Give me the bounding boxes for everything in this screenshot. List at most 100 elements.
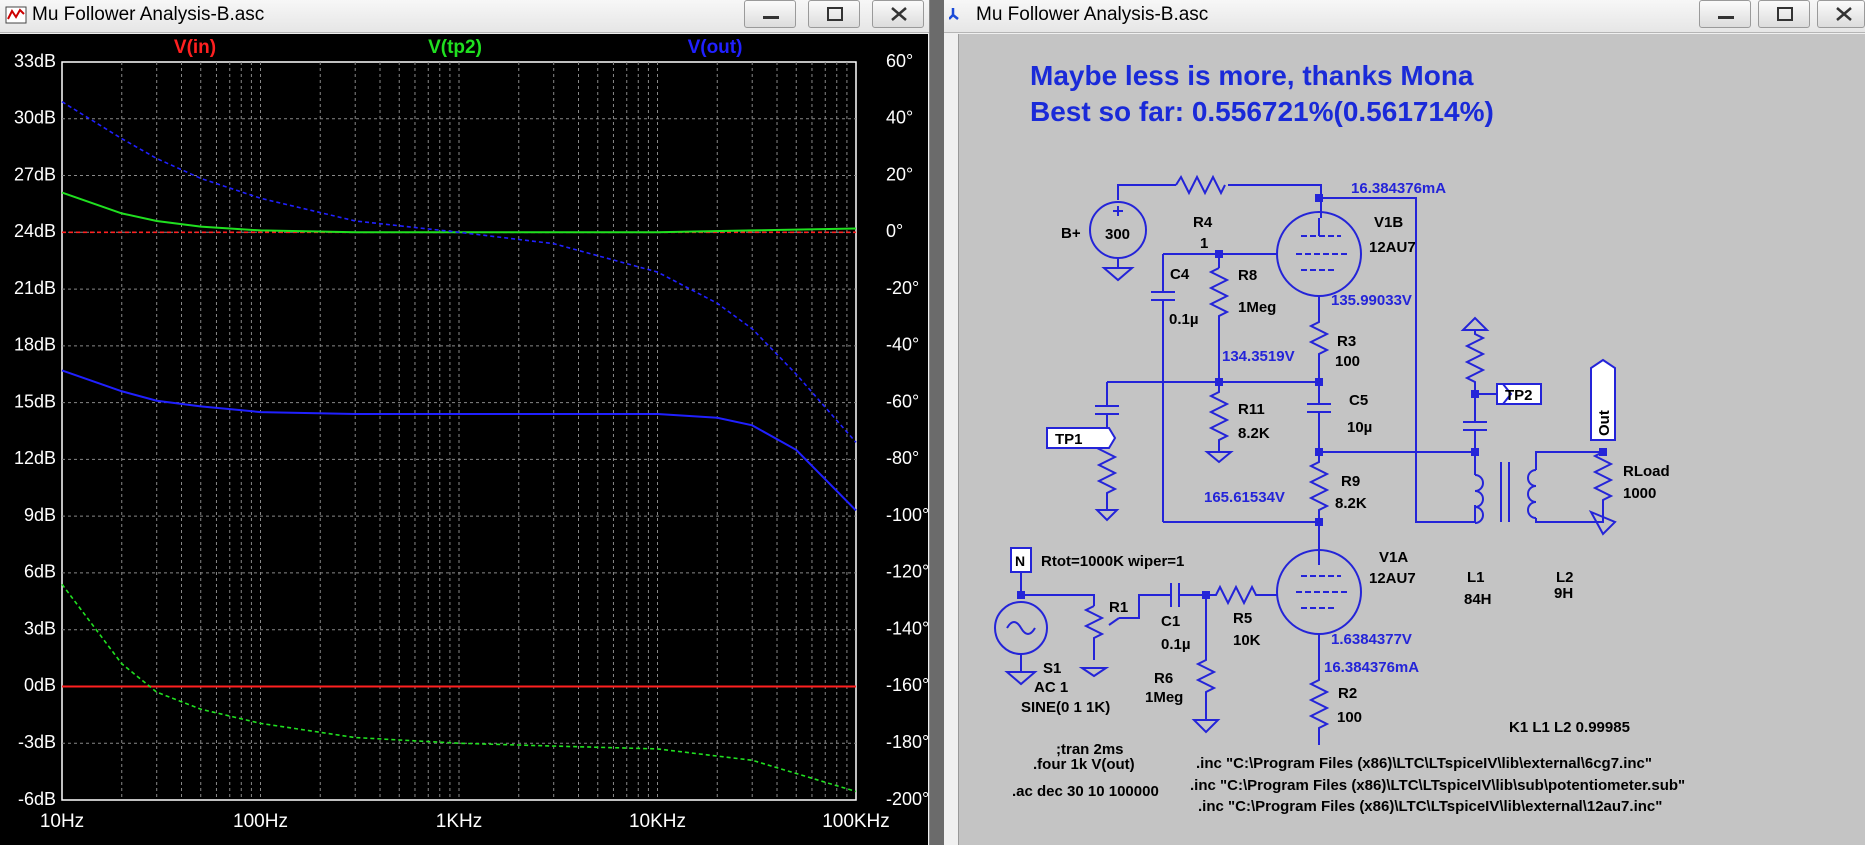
magnitude-curve-vtp2 [61, 191, 857, 234]
maximize-icon [1777, 7, 1793, 21]
bplus-label: B+ [1061, 225, 1081, 242]
annotation-v1638: 1.6384377V [1331, 631, 1412, 648]
r3-value: 100 [1335, 353, 1360, 370]
y-left-tick-label: 12dB [14, 448, 56, 468]
schematic-maximize-button[interactable] [1758, 0, 1810, 28]
schematic-window: Mu Follower Analysis-B.asc [944, 0, 1865, 845]
ac-directive: .ac dec 30 10 100000 [1012, 783, 1159, 800]
y-left-tick-label: -6dB [18, 789, 56, 809]
plus-icon [1113, 206, 1123, 216]
y-left-tick-label: 30dB [14, 108, 56, 128]
r5-label: R5 [1233, 610, 1252, 627]
y-left-tick-label: 0dB [24, 675, 56, 695]
r1-label: R1 [1109, 599, 1128, 616]
in-flag[interactable] [1010, 547, 1032, 573]
l2-value: 9H [1554, 585, 1573, 602]
y-right-tick-label: -100° [886, 505, 928, 525]
ground-icon [1004, 654, 1038, 686]
schematic-titlebar[interactable]: Mu Follower Analysis-B.asc [944, 0, 1865, 33]
junction [1215, 378, 1223, 386]
annotation-v134: 134.3519V [1222, 348, 1295, 365]
y-left-tick-label: 18dB [14, 335, 56, 355]
minimize-button[interactable] [744, 0, 796, 28]
x-tick-label: 100Hz [233, 811, 288, 832]
plot-ticks: 33dB 60° 30dB 40° 27dB 20° 24dB 0° 21dB -20° 18dB -… [14, 51, 928, 832]
s1-ac: AC 1 [1034, 679, 1068, 696]
junction [1599, 448, 1607, 456]
c5-value: 10µ [1347, 419, 1372, 436]
tp2-flag[interactable] [1496, 383, 1542, 405]
y-right-tick-label: -160° [886, 675, 928, 695]
junction [1215, 250, 1223, 258]
close-icon [891, 7, 907, 21]
plot-grid [61, 61, 857, 801]
close-icon [1836, 7, 1852, 21]
maximize-button[interactable] [808, 0, 860, 28]
schematic-heading-1: Maybe less is more, thanks Mona [1030, 60, 1474, 91]
inc-directive-1: .inc "C:\Program Files (x86)\LTC\LTspice… [1196, 755, 1652, 772]
tp1-label: TP1 [1055, 431, 1083, 448]
legend-vtp2[interactable]: V(tp2) [428, 37, 482, 58]
y-left-tick-label: 24dB [14, 221, 56, 241]
y-right-tick-label: -40° [886, 335, 919, 355]
phase-curve-vtp2 [61, 583, 857, 793]
schematic-app-icon [948, 5, 971, 32]
c5-label: C5 [1349, 392, 1368, 409]
r2-value: 100 [1337, 709, 1362, 726]
wire [1319, 394, 1487, 453]
rload-label: RLoad [1623, 463, 1670, 480]
r6-symbol [1191, 595, 1221, 734]
r9-label: R9 [1341, 473, 1360, 490]
c1-symbol [1119, 583, 1206, 619]
legend-vout[interactable]: V(out) [688, 37, 743, 58]
out-flag[interactable] [1590, 358, 1616, 441]
c4-value: 0.1µ [1169, 311, 1199, 328]
close-button[interactable] [872, 0, 924, 28]
r11-value: 8.2K [1238, 425, 1270, 442]
x-tick-label: 10KHz [629, 811, 686, 832]
tran-directive: ;tran 2ms [1056, 741, 1124, 758]
r3-symbol [1308, 312, 1330, 382]
waveform-app-icon [5, 5, 27, 30]
r2-label: R2 [1338, 685, 1357, 702]
schematic-canvas[interactable]: TP1 TP2 Out N Maybe less is more, thanks… [958, 34, 1865, 845]
out-label: Out [1596, 410, 1613, 436]
r8-label: R8 [1238, 267, 1257, 284]
pot-params: Rtot=1000K wiper=1 [1041, 553, 1184, 570]
r6-label: R6 [1154, 670, 1173, 687]
y-right-tick-label: 20° [886, 164, 913, 184]
junction [1017, 591, 1025, 599]
r5-value: 10K [1233, 632, 1261, 649]
r11-symbol [1204, 382, 1234, 464]
bode-plot[interactable]: 33dB 60° 30dB 40° 27dB 20° 24dB 0° 21dB -20° 18dB -… [0, 34, 928, 845]
battery-value: 300 [1105, 226, 1130, 243]
in-flag-text: N [1015, 553, 1025, 569]
minimize-icon [763, 16, 779, 19]
y-right-tick-label: -200° [886, 789, 928, 809]
rload-symbol [1588, 451, 1617, 536]
y-right-tick-label: -20° [886, 278, 919, 298]
wire [1321, 197, 1475, 523]
tp1-flag[interactable] [1046, 427, 1117, 449]
tp2-resistor [1460, 316, 1490, 394]
wiper-arrow [1108, 617, 1120, 626]
waveform-titlebar[interactable]: Mu Follower Analysis-B.asc [0, 0, 929, 33]
ground-icon [1101, 258, 1135, 282]
v1a-electrodes [1296, 575, 1348, 609]
annotation-current-top: 16.384376mA [1351, 180, 1446, 197]
x-tick-label: 1KHz [436, 811, 482, 832]
l2-symbol [1527, 469, 1537, 519]
y-right-tick-label: 0° [886, 221, 903, 241]
v1b-type: 12AU7 [1369, 239, 1416, 256]
r11-label: R11 [1238, 401, 1265, 418]
legend-vin[interactable]: V(in) [174, 37, 216, 58]
inc-directive-2: .inc "C:\Program Files (x86)\LTC\LTspice… [1190, 777, 1685, 794]
schematic-close-button[interactable] [1817, 0, 1865, 28]
wire [1095, 382, 1119, 438]
schematic-minimize-button[interactable] [1699, 0, 1751, 28]
c1-label: C1 [1161, 613, 1180, 630]
s1-label: S1 [1043, 660, 1061, 677]
l1-value: 84H [1464, 591, 1492, 608]
four-directive: .four 1k V(out) [1033, 756, 1135, 773]
phase-curve-vout [61, 101, 857, 443]
